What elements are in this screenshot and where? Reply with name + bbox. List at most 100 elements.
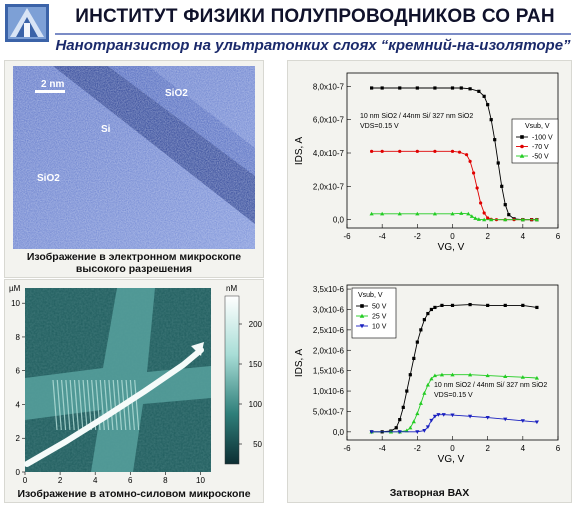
colorbar-tick: 200 — [249, 320, 263, 329]
data-point — [477, 89, 481, 93]
y-tick-label: 3,5x10-6 — [313, 285, 345, 294]
x-tick-label: 0 — [450, 232, 455, 241]
y-tick-label: 1,0x10-6 — [313, 387, 345, 396]
data-point — [468, 87, 472, 91]
tem-layer-bottom: SiO2 — [37, 173, 60, 184]
data-point — [369, 211, 374, 216]
data-point — [520, 375, 525, 379]
iv-caption: Затворная ВАХ — [389, 487, 470, 499]
data-point — [436, 413, 441, 417]
data-point — [405, 389, 409, 393]
data-point — [459, 86, 463, 90]
series-minus50V — [369, 211, 539, 222]
tem-image: 2 nm SiO2 Si SiO2 — [13, 66, 255, 249]
series-10V — [369, 413, 539, 434]
legend-marker — [359, 324, 365, 329]
x-tick-label: 2 — [485, 444, 490, 453]
data-point — [482, 217, 487, 222]
series-line — [371, 304, 537, 433]
afm-panel: µM nM 0 2 4 6 8 10 0 2 4 6 8 10 50 100 150 200 Изобра… — [4, 279, 264, 503]
colorbar-tick: 50 — [253, 440, 262, 449]
chart-top-ylabel: IDS, A — [294, 137, 305, 166]
data-point — [415, 340, 419, 344]
iv-panel: 0,0 2,0x10-7 4,0x10-7 6,0x10-7 8,0x10-7 -6 -4… — [287, 60, 572, 503]
data-point — [415, 86, 419, 90]
iv-chart-bottom: 0,0 5,0x10-7 1,0x10-6 1,5x10-6 2,0x10-6 2,5x1… — [294, 284, 561, 465]
legend-marker — [520, 135, 524, 139]
data-point — [380, 149, 384, 153]
data-point — [464, 153, 469, 157]
data-point — [485, 373, 490, 378]
afm-y-tick: 4 — [16, 400, 21, 409]
x-tick-label: -6 — [343, 444, 351, 453]
afm-x-tick: 6 — [128, 476, 133, 485]
data-point — [411, 419, 416, 424]
x-tick-label: 4 — [521, 232, 526, 241]
afm-y-tick: 8 — [16, 333, 21, 342]
afm-x-tick: 0 — [23, 476, 28, 485]
y-tick-label: 1,5x10-6 — [313, 367, 345, 376]
data-point — [486, 216, 490, 220]
data-point — [422, 429, 427, 433]
data-point — [408, 425, 413, 430]
y-tick-label: 4,0x10-7 — [313, 149, 345, 158]
data-point — [370, 149, 374, 153]
data-point — [500, 184, 504, 188]
chart-top-legend-title: Vsub, V — [525, 123, 550, 130]
x-tick-label: 4 — [521, 444, 526, 453]
iv-chart-top: 0,0 2,0x10-7 4,0x10-7 6,0x10-7 8,0x10-7 -6 -4… — [294, 72, 561, 253]
afm-y-tick: 0 — [16, 468, 21, 477]
data-point — [467, 414, 473, 419]
data-point — [534, 375, 539, 380]
data-point — [432, 373, 438, 378]
data-point — [450, 86, 455, 90]
legend-label: 25 V — [372, 314, 387, 321]
data-point — [397, 430, 402, 434]
data-point — [503, 374, 508, 378]
data-point — [482, 94, 486, 98]
data-point — [425, 425, 430, 430]
y-tick-label: 8,0x10-7 — [313, 82, 345, 91]
y-tick-label: 0,0 — [333, 428, 345, 437]
data-point — [440, 303, 444, 307]
data-point — [433, 86, 437, 90]
data-point — [472, 171, 476, 175]
chart-top-xlabel: VG, V — [438, 242, 465, 253]
data-point — [441, 413, 446, 417]
legend-label: -50 V — [532, 154, 549, 161]
tem-scale-label: 2 nm — [41, 79, 64, 90]
data-point — [535, 305, 539, 310]
data-point — [408, 373, 412, 377]
afm-unit-left: µM — [9, 284, 21, 293]
data-point — [429, 307, 433, 312]
data-point — [486, 103, 490, 107]
data-point — [534, 217, 539, 222]
title-divider — [55, 33, 571, 35]
afm-x-tick: 2 — [58, 476, 63, 485]
tem-panel: 2 nm SiO2 Si SiO2 Изображение в электрон… — [4, 60, 264, 278]
legend-marker — [519, 153, 525, 158]
x-tick-label: 6 — [556, 232, 561, 241]
legend-label: -100 V — [532, 135, 553, 142]
data-point — [450, 303, 455, 307]
x-tick-label: -4 — [379, 232, 387, 241]
data-point — [432, 414, 438, 419]
data-point — [479, 201, 483, 205]
data-point — [398, 418, 402, 422]
y-tick-label: 2,5x10-6 — [313, 326, 345, 335]
data-point — [485, 415, 490, 420]
afm-image: µM nM 0 2 4 6 8 10 0 2 4 6 8 10 50 100 150 200 — [9, 284, 263, 485]
x-tick-label: -4 — [379, 444, 387, 453]
x-tick-label: 0 — [450, 444, 455, 453]
data-point — [398, 149, 402, 153]
series-25V — [369, 372, 539, 434]
afm-y-tick: 2 — [16, 434, 21, 443]
data-point — [369, 430, 374, 434]
afm-x-tick: 8 — [163, 476, 168, 485]
data-point — [473, 216, 478, 220]
chart-bottom-legend-box — [351, 287, 397, 339]
chart-top-annotation-1: 10 nm SiO2 / 44nm Si/ 327 nm SiO2 — [360, 113, 473, 120]
data-point — [415, 211, 420, 216]
afm-y-tick: 10 — [11, 299, 20, 308]
tem-caption-line1: Изображение в электронном микроскопе — [26, 251, 242, 263]
